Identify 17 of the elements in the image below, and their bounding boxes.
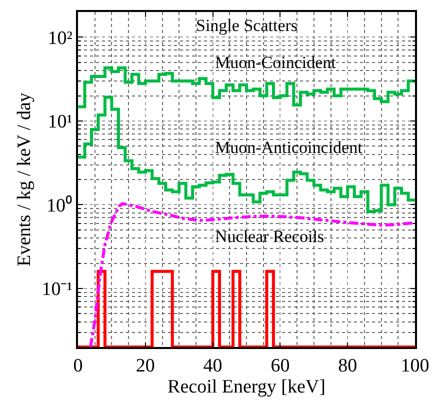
x-tick-label: 20 [136,356,155,377]
line-series [88,202,415,347]
y-tick-label: 10⁰ [46,194,72,216]
x-tick-label: 100 [400,356,430,377]
y-tick-label: 10² [48,28,73,49]
series-label: Muon-Anticoincident [215,138,363,157]
series-label: Nuclear Recoils [215,227,324,246]
y-axis-title: Events / kg / keV / day [14,92,36,266]
annotation: Single Scatters [196,16,298,35]
y-tick-label: 10⁻¹ [42,279,73,300]
x-tick-label: 80 [338,356,358,377]
x-tick-label: 60 [270,356,290,377]
x-tick-label: 40 [203,356,222,377]
x-axis-title: Recoil Energy [keV] [168,376,326,398]
y-tick-label: 10¹ [48,112,73,133]
series-label: Muon-Coincident [215,53,336,72]
x-tick-label: 0 [73,356,83,377]
